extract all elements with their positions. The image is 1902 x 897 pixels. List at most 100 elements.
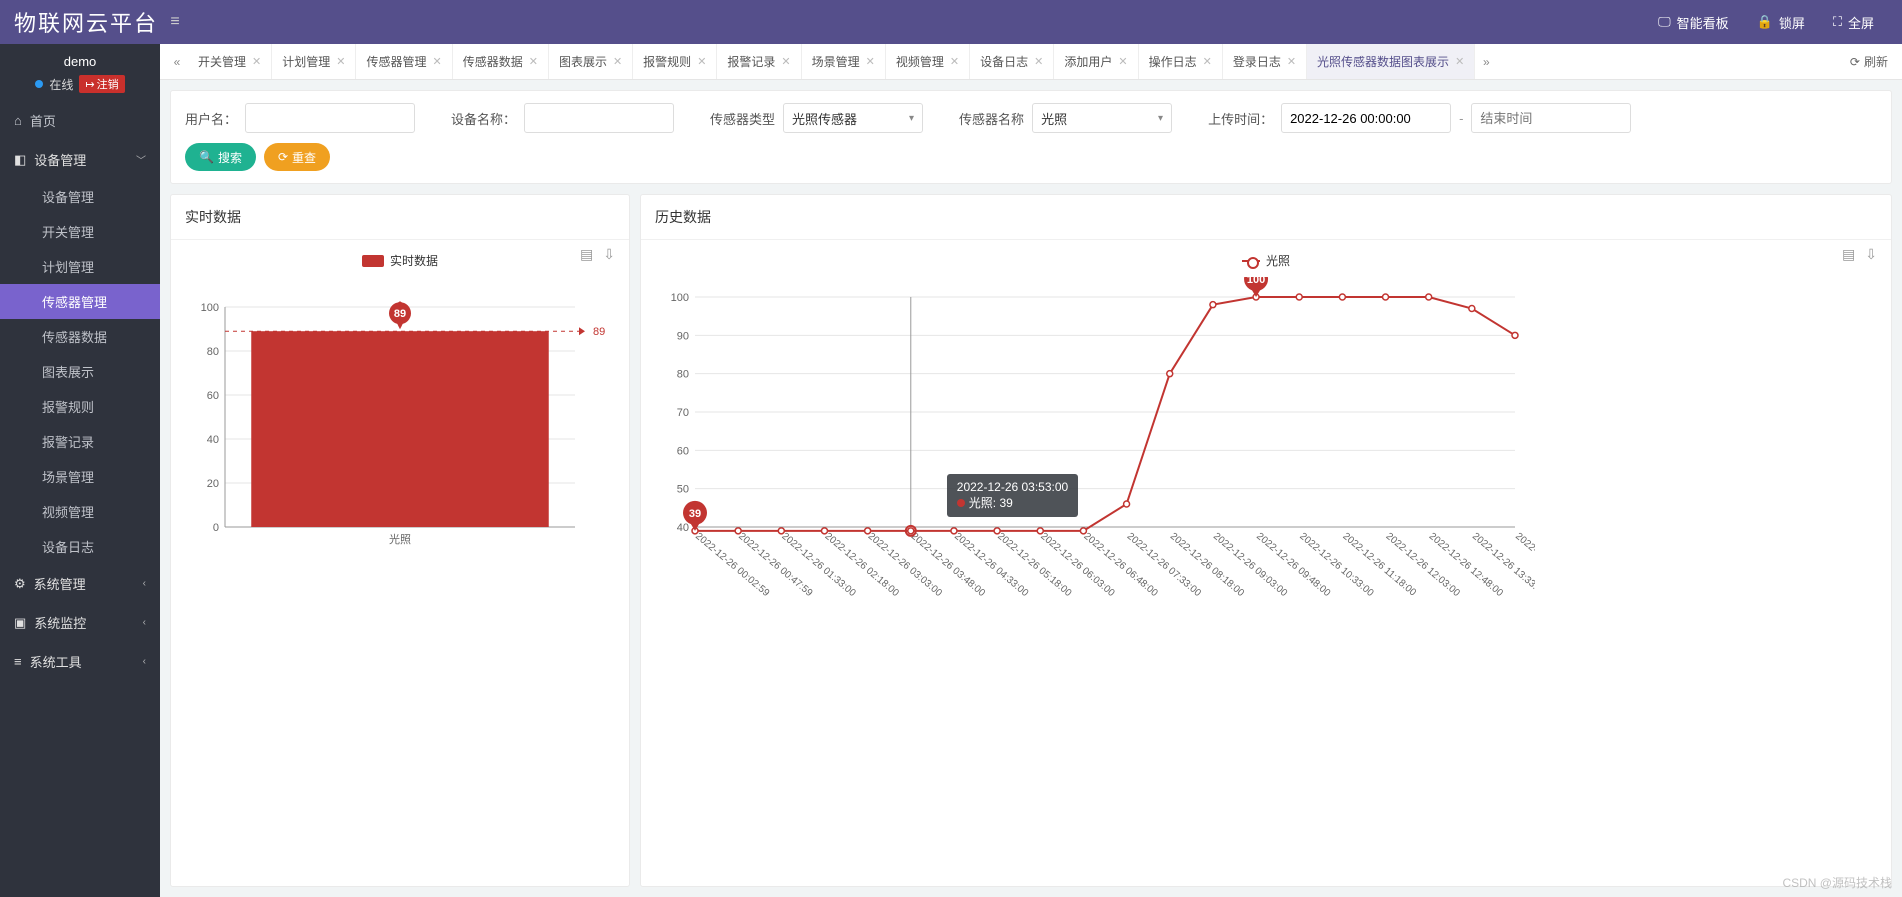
close-icon[interactable]: ✕ [1287,55,1296,68]
close-icon[interactable]: ✕ [252,55,261,68]
data-view-icon[interactable]: ▤ [1842,246,1855,263]
close-icon[interactable]: ✕ [613,55,622,68]
camera-icon: ▣ [14,615,26,631]
close-icon[interactable]: ✕ [1455,55,1464,68]
tab-8[interactable]: 视频管理✕ [886,44,970,79]
sidebar-item-2[interactable]: 计划管理 [0,249,160,284]
devicename-input[interactable] [524,103,674,133]
svg-text:20: 20 [207,478,219,490]
tab-12[interactable]: 登录日志✕ [1223,44,1307,79]
tab-11[interactable]: 操作日志✕ [1139,44,1223,79]
close-icon[interactable]: ✕ [1034,55,1043,68]
fullscreen-button[interactable]: ⛶全屏 [1819,13,1888,32]
svg-text:89: 89 [394,308,406,320]
sidebar-item-5[interactable]: 图表展示 [0,354,160,389]
legend-history: 光照 [655,248,1877,277]
gear-icon: ⚙ [14,576,26,592]
tab-13[interactable]: 光照传感器数据图表展示✕ [1307,44,1475,79]
data-view-icon[interactable]: ▤ [580,246,593,263]
nav-home[interactable]: ⌂首页 [0,101,160,140]
search-icon: 🔍 [199,150,214,164]
tab-bar: « 开关管理✕计划管理✕传感器管理✕传感器数据✕图表展示✕报警规则✕报警记录✕场… [160,44,1902,80]
hamburger-icon[interactable]: ≡ [160,13,190,31]
uploadtime-from-input[interactable] [1281,103,1451,133]
tab-2[interactable]: 传感器管理✕ [356,44,452,79]
chevron-down-icon: ﹀ [136,152,146,167]
close-icon[interactable]: ✕ [529,55,538,68]
svg-text:2022-12-26 10:33:00: 2022-12-26 10:33:00 [1297,531,1376,597]
fullscreen-label: 全屏 [1848,13,1874,32]
svg-text:39: 39 [689,508,701,520]
download-icon[interactable]: ⇩ [1865,246,1877,263]
smartboard-label: 智能看板 [1677,13,1729,32]
download-icon[interactable]: ⇩ [603,246,615,263]
sensorname-label: 传感器名称 [959,109,1024,128]
sidebar-item-4[interactable]: 传感器数据 [0,319,160,354]
refresh-button[interactable]: ⟳刷新 [1842,44,1896,79]
sidebar-item-0[interactable]: 设备管理 [0,179,160,214]
tab-9[interactable]: 设备日志✕ [970,44,1054,79]
svg-text:2022-12-26 07:33:00: 2022-12-26 07:33:00 [1125,531,1204,597]
brand: 物联网云平台 [14,6,160,38]
close-icon[interactable]: ✕ [866,55,875,68]
close-icon[interactable]: ✕ [432,55,441,68]
svg-text:70: 70 [677,407,689,419]
tab-4[interactable]: 图表展示✕ [549,44,633,79]
sidebar-item-9[interactable]: 视频管理 [0,494,160,529]
close-icon[interactable]: ✕ [336,55,345,68]
sensorname-select[interactable]: 光照 [1032,103,1172,133]
realtime-bar-chart: 020406080100光照8989 [185,277,605,557]
nav-sys-tools[interactable]: ≡系统工具‹ [0,642,160,681]
sensortype-label: 传感器类型 [710,109,775,128]
topbar: 物联网云平台 ≡ 🖵智能看板 🔒锁屏 ⛶全屏 [0,0,1902,44]
online-label: 在线 [49,76,73,93]
svg-text:2022-12-26 06:03:00: 2022-12-26 06:03:00 [1038,531,1117,597]
close-icon[interactable]: ✕ [950,55,959,68]
close-icon[interactable]: ✕ [1118,55,1127,68]
tab-7[interactable]: 场景管理✕ [802,44,886,79]
sidebar-item-1[interactable]: 开关管理 [0,214,160,249]
close-icon[interactable]: ✕ [781,55,790,68]
sidebar-item-3[interactable]: 传感器管理 [0,284,160,319]
svg-text:2022-12-26 05:18:00: 2022-12-26 05:18:00 [995,531,1074,597]
smartboard-button[interactable]: 🖵智能看板 [1644,13,1743,32]
refresh-icon: ⟳ [1850,55,1860,69]
nav-sys-mgmt[interactable]: ⚙系统管理‹ [0,564,160,603]
svg-text:2022-12-26 08:18:00: 2022-12-26 08:18:00 [1168,531,1247,597]
svg-text:2022-12-26 09:48:00: 2022-12-26 09:48:00 [1254,531,1333,597]
svg-text:40: 40 [207,434,219,446]
reset-button[interactable]: ⟳重查 [264,143,330,171]
username-input[interactable] [245,103,415,133]
sidebar-item-10[interactable]: 设备日志 [0,529,160,564]
close-icon[interactable]: ✕ [697,55,706,68]
sidebar-item-8[interactable]: 场景管理 [0,459,160,494]
watermark: CSDN @源码技术栈 [1782,874,1892,891]
close-icon[interactable]: ✕ [1203,55,1212,68]
lock-button[interactable]: 🔒锁屏 [1743,13,1819,32]
tab-1[interactable]: 计划管理✕ [272,44,356,79]
lock-label: 锁屏 [1779,13,1805,32]
tabs-scroll-left[interactable]: « [166,44,188,79]
svg-text:2022-12-26 03:48:00: 2022-12-26 03:48:00 [909,531,988,597]
search-button[interactable]: 🔍搜索 [185,143,256,171]
sensortype-select[interactable]: 光照传感器 [783,103,923,133]
svg-text:40: 40 [677,522,689,534]
nav-device-mgmt[interactable]: ◧设备管理﹀ [0,140,160,179]
sidebar-item-6[interactable]: 报警规则 [0,389,160,424]
chart-tooltip: 2022-12-26 03:53:00 光照: 39 [947,474,1078,517]
main: « 开关管理✕计划管理✕传感器管理✕传感器数据✕图表展示✕报警规则✕报警记录✕场… [160,44,1902,897]
tab-6[interactable]: 报警记录✕ [717,44,801,79]
svg-text:80: 80 [677,369,689,381]
logout-button[interactable]: ↦注销 [79,75,124,93]
nav-sys-monitor[interactable]: ▣系统监控‹ [0,603,160,642]
panel-history-title: 历史数据 [641,195,1891,240]
devicename-label: 设备名称： [451,109,516,128]
svg-text:2022-12-26 00:02:59: 2022-12-26 00:02:59 [693,531,772,597]
uploadtime-to-input[interactable] [1471,103,1631,133]
tab-3[interactable]: 传感器数据✕ [453,44,549,79]
sidebar-item-7[interactable]: 报警记录 [0,424,160,459]
tab-5[interactable]: 报警规则✕ [633,44,717,79]
tabs-scroll-right[interactable]: » [1475,44,1497,79]
tab-0[interactable]: 开关管理✕ [188,44,272,79]
tab-10[interactable]: 添加用户✕ [1054,44,1138,79]
